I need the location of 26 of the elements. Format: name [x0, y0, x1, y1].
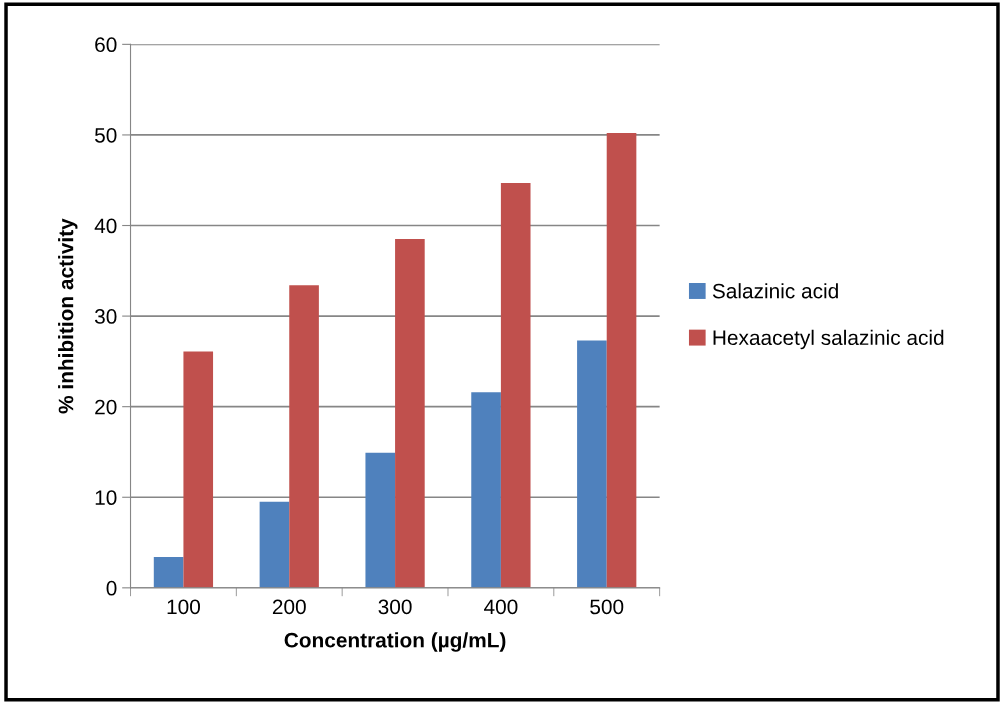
- x-tick-label: 200: [272, 599, 306, 615]
- y-tick-label: 10: [95, 490, 117, 506]
- bar: [500, 182, 531, 588]
- x-tick-label: 300: [378, 599, 412, 615]
- bar: [471, 392, 501, 588]
- bar: [606, 133, 637, 588]
- bar: [153, 557, 184, 588]
- legend-label: Hexaacetyl salazinic acid: [713, 329, 944, 350]
- y-axis-title: % inhibition activity: [58, 218, 78, 414]
- x-tick-label: 400: [484, 599, 518, 615]
- bar: [259, 501, 290, 588]
- y-tick-label: 0: [106, 580, 117, 596]
- y-tick-label: 20: [95, 399, 117, 415]
- y-tick-label: 50: [94, 127, 117, 143]
- legend-label: Salazinic acid: [712, 283, 838, 299]
- x-tick-label: 100: [167, 599, 200, 615]
- bar: [577, 340, 607, 588]
- y-tick-label: 30: [94, 309, 117, 324]
- bar: [289, 285, 319, 588]
- bar: [183, 351, 214, 588]
- y-tick-label: 60: [95, 37, 117, 53]
- bar: [395, 239, 425, 588]
- bar: [365, 452, 396, 588]
- y-tick-label: 40: [94, 218, 117, 234]
- x-tick-label: 500: [590, 599, 624, 615]
- x-axis-title: Concentration (µg/mL): [284, 632, 506, 652]
